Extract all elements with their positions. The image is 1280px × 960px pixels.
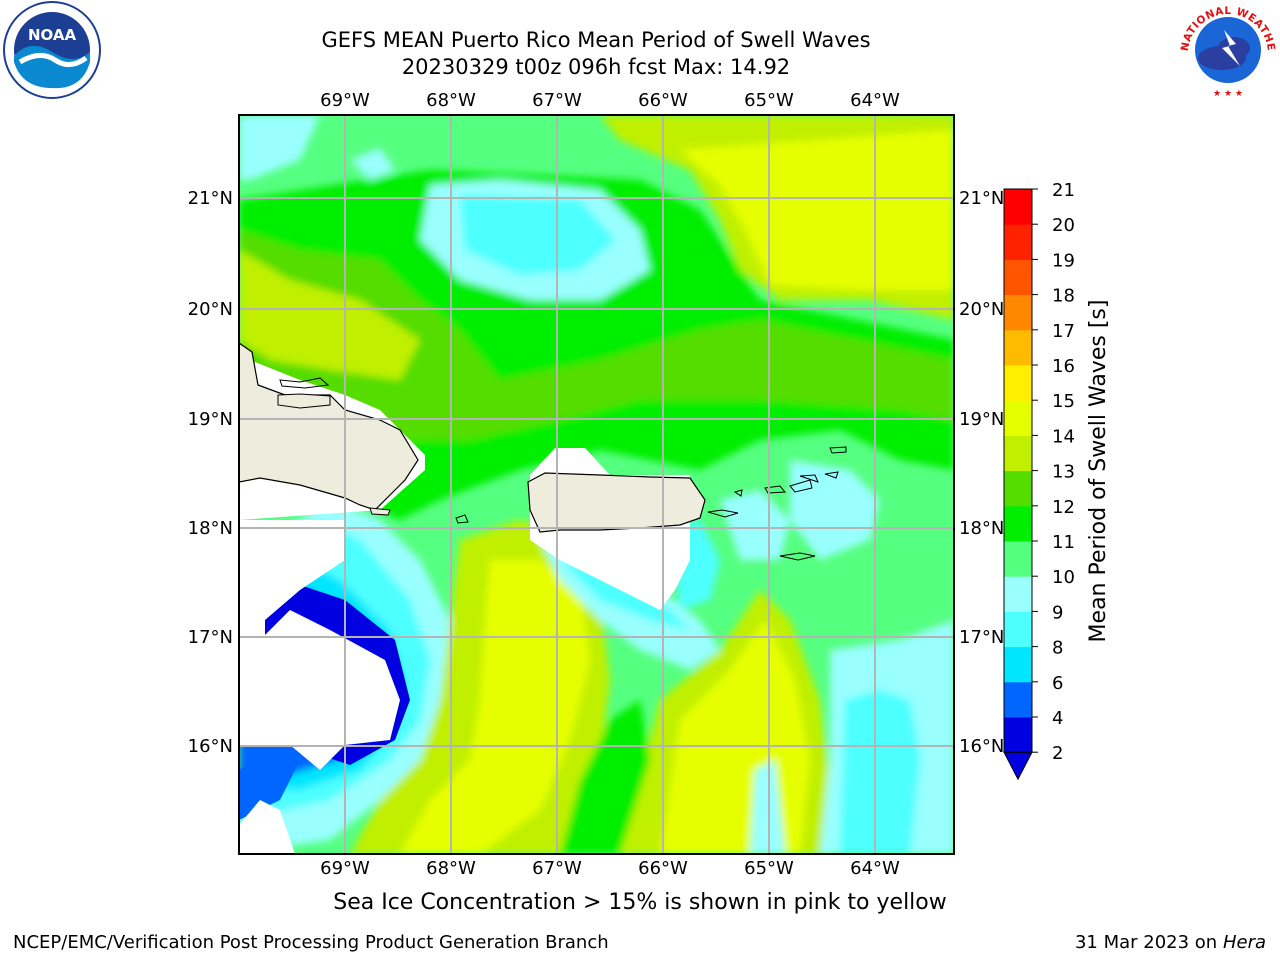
lat-tick-right: 20°N (959, 299, 1004, 320)
host-name: Hera (1222, 932, 1266, 953)
colorbar-tick-label: 21 (1052, 180, 1075, 201)
colorbar-label: Mean Period of Swell Waves [s] (1086, 300, 1111, 643)
colorbar-segment (1004, 189, 1032, 225)
lon-tick-bottom: 65°W (744, 858, 794, 879)
colorbar-tick-label: 20 (1052, 215, 1075, 236)
colorbar-segment (1004, 365, 1032, 401)
lon-tick-bottom: 69°W (320, 858, 370, 879)
nws-logo: NATIONAL WEATHER SERVICE ★ ★ ★ (1176, 0, 1276, 99)
colorbar-tick-label: 11 (1052, 532, 1075, 553)
lat-tick-left: 20°N (188, 299, 233, 320)
colorbar-tick-label: 9 (1052, 602, 1063, 623)
colorbar-tick-label: 2 (1052, 743, 1063, 764)
colorbar-segment (1004, 505, 1032, 542)
colorbar-tick-label: 14 (1052, 426, 1075, 447)
lat-tick-left: 21°N (188, 188, 233, 209)
colorbar-tick-label: 4 (1052, 708, 1063, 729)
lat-tick-right: 18°N (959, 518, 1004, 539)
lat-tick-right: 17°N (959, 627, 1004, 648)
lon-tick-bottom: 66°W (638, 858, 688, 879)
graticule (239, 115, 954, 854)
lon-tick-bottom: 68°W (426, 858, 476, 879)
colorbar-tick-label: 15 (1052, 391, 1075, 412)
colorbar-segment (1004, 576, 1032, 612)
colorbar-segment (1004, 259, 1032, 296)
lat-tick-left: 19°N (188, 409, 233, 430)
colorbar-segment (1004, 646, 1032, 683)
colorbar-segment (1004, 294, 1032, 331)
lat-tick-right: 16°N (959, 736, 1004, 757)
swell-period-field (239, 115, 954, 854)
colorbar-extend-arrow (1003, 751, 1033, 781)
lon-tick-top: 65°W (744, 90, 794, 111)
colorbar-tick-label: 10 (1052, 567, 1075, 588)
colorbar-tick-label: 6 (1052, 673, 1063, 694)
colorbar-segment (1004, 435, 1032, 472)
noaa-logo-text: NOAA (28, 26, 77, 44)
noaa-logo: NOAA (3, 1, 101, 99)
lat-tick-right: 21°N (959, 188, 1004, 209)
colorbar-segment (1004, 611, 1032, 648)
colorbar-segment (1004, 329, 1032, 366)
lon-tick-bottom: 64°W (850, 858, 900, 879)
colorbar-segment (1004, 541, 1032, 577)
credit-text: NCEP/EMC/Verification Post Processing Pr… (13, 932, 609, 953)
lon-tick-bottom: 67°W (532, 858, 582, 879)
lon-tick-top: 64°W (850, 90, 900, 111)
colorbar-tick-label: 13 (1052, 462, 1075, 483)
colorbar-tick-label: 18 (1052, 286, 1075, 307)
lat-tick-left: 18°N (188, 518, 233, 539)
colorbar-segment (1004, 717, 1032, 753)
colorbar-tick-label: 19 (1052, 250, 1075, 271)
date-value: 31 Mar 2023 on (1074, 932, 1218, 953)
chart-title: GEFS MEAN Puerto Rico Mean Period of Swe… (321, 28, 871, 52)
svg-text:★ ★ ★: ★ ★ ★ (1213, 89, 1243, 99)
colorbar-segment (1004, 470, 1032, 507)
colorbar-tick-label: 16 (1052, 356, 1075, 377)
lat-tick-right: 19°N (959, 409, 1004, 430)
colorbar: 2 4 6 8 9 10 11 12 13 14 15 16 17 18 19 20 21 (1003, 180, 1075, 781)
colorbar-tick-label: 8 (1052, 638, 1063, 659)
chart-subtitle: 20230329 t00z 096h fcst Max: 14.92 (401, 55, 791, 79)
colorbar-tick-label: 17 (1052, 321, 1075, 342)
sea-ice-note: Sea Ice Concentration > 15% is shown in … (333, 890, 947, 915)
map-frame (238, 114, 955, 855)
colorbar-segment (1004, 224, 1032, 260)
lon-tick-top: 66°W (638, 90, 688, 111)
lon-tick-top: 69°W (320, 90, 370, 111)
colorbar-tick-label: 12 (1052, 497, 1075, 518)
colorbar-segment (1004, 681, 1032, 718)
lon-tick-top: 67°W (532, 90, 582, 111)
lat-tick-left: 16°N (188, 736, 233, 757)
colorbar-segment (1004, 400, 1032, 436)
date-text: 31 Mar 2023 on Hera (1075, 932, 1266, 953)
lon-tick-top: 68°W (426, 90, 476, 111)
lat-tick-left: 17°N (188, 627, 233, 648)
